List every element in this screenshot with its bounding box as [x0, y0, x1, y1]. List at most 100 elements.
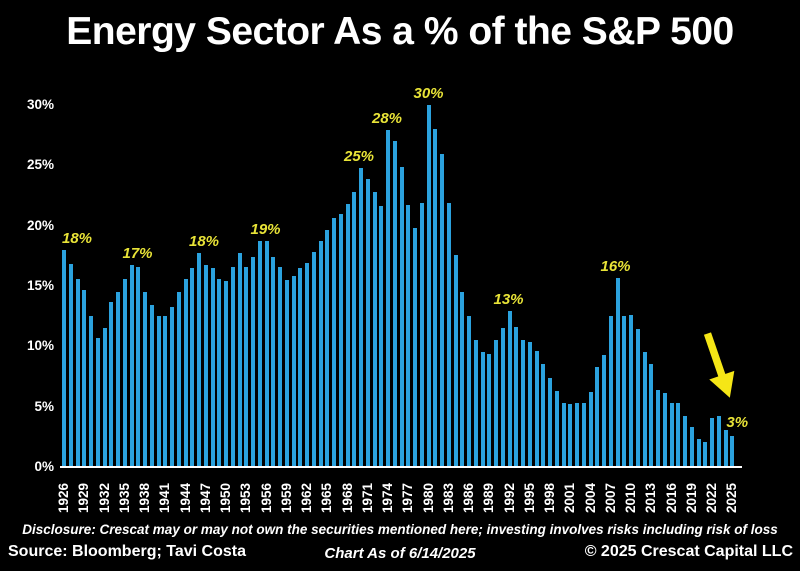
bar-1970 — [359, 167, 363, 467]
bar-1930 — [89, 316, 93, 467]
bar-2016 — [669, 403, 674, 467]
bar-1933 — [109, 301, 114, 467]
bar-1931 — [95, 337, 100, 467]
bar-2020 — [696, 439, 701, 467]
annotation-1974: 28% — [371, 110, 403, 128]
chart-title: Energy Sector As a % of the S&P 500 — [66, 10, 734, 53]
bar-1968 — [345, 203, 350, 467]
bar-1941 — [163, 316, 168, 467]
bar-1948 — [210, 267, 215, 467]
x-axis-label-1980: 1980 — [420, 482, 436, 513]
bar-1971 — [365, 178, 370, 467]
bar-2012 — [642, 352, 647, 467]
source-text: Source: Bloomberg; Tavi Costa — [8, 543, 246, 560]
bar-1963 — [311, 252, 316, 467]
bar-1932 — [102, 328, 107, 467]
down-right-arrow-icon — [692, 332, 748, 416]
bar-1972 — [372, 191, 377, 467]
bar-1975 — [392, 141, 397, 467]
x-axis-label-1941: 1941 — [157, 482, 173, 513]
x-axis-label-2001: 2001 — [562, 482, 578, 513]
x-axis-label-1986: 1986 — [461, 482, 476, 513]
bar-1993 — [514, 327, 519, 467]
x-axis-baseline — [60, 466, 742, 468]
bar-1959 — [284, 279, 289, 467]
x-axis-label-1989: 1989 — [481, 482, 497, 513]
bar-2006 — [602, 354, 606, 467]
annotation-1980: 30% — [413, 84, 444, 102]
y-axis-label-15: 15% — [26, 277, 54, 293]
bar-1996 — [534, 351, 539, 467]
bar-1988 — [480, 352, 485, 467]
bar-1942 — [170, 306, 174, 467]
bar-1980 — [426, 104, 431, 467]
bar-1982 — [440, 154, 444, 467]
bar-1951 — [230, 266, 235, 467]
bar-1929 — [82, 289, 87, 467]
x-axis-label-1950: 1950 — [218, 482, 233, 513]
y-axis-label-5: 5% — [34, 398, 54, 414]
bar-1953 — [244, 266, 249, 467]
bar-1983 — [446, 202, 451, 467]
x-axis-label-2010: 2010 — [623, 482, 638, 513]
x-axis-label-1932: 1932 — [96, 482, 112, 513]
bar-1949 — [217, 278, 222, 467]
bar-1987 — [473, 340, 478, 467]
annotation-1992: 13% — [493, 291, 524, 309]
bar-2019 — [689, 427, 694, 467]
bar-2025 — [730, 435, 735, 467]
x-axis-label-1965: 1965 — [319, 482, 335, 513]
bar-2022 — [710, 417, 714, 467]
x-axis-label-2004: 2004 — [582, 482, 598, 513]
x-axis-label-2016: 2016 — [663, 482, 679, 513]
footer-row: Source: Bloomberg; Tavi Costa Chart As o… — [0, 543, 800, 567]
x-axis-label-1953: 1953 — [238, 482, 254, 513]
x-axis-label-1974: 1974 — [380, 482, 395, 513]
bar-1991 — [500, 328, 505, 467]
bar-2002 — [575, 403, 579, 467]
bar-1935 — [122, 278, 127, 467]
bar-2014 — [656, 389, 660, 467]
bar-1967 — [338, 213, 343, 467]
x-axis-label-1983: 1983 — [440, 482, 456, 513]
bar-1958 — [278, 266, 282, 467]
bar-2024 — [723, 429, 728, 467]
as-of-text: Chart As of 6/14/2025 — [324, 545, 476, 562]
x-axis-label-1962: 1962 — [299, 482, 314, 513]
bar-1995 — [527, 341, 532, 467]
bar-1974 — [386, 130, 390, 467]
x-axis-label-2007: 2007 — [602, 482, 618, 513]
x-axis-label-1938: 1938 — [137, 482, 152, 513]
y-axis-label-20: 20% — [26, 217, 54, 233]
bar-1926 — [62, 249, 66, 467]
bar-1992 — [507, 311, 512, 467]
x-axis-label-2022: 2022 — [704, 482, 719, 513]
bar-1952 — [237, 253, 242, 467]
bar-2003 — [581, 403, 586, 467]
copyright-text: © 2025 Crescat Capital LLC — [584, 543, 793, 560]
bar-1928 — [75, 278, 80, 467]
bar-1981 — [433, 129, 438, 467]
annotation-1970: 25% — [343, 147, 375, 165]
bar-1994 — [521, 340, 525, 467]
bar-1969 — [352, 191, 357, 467]
annotation-2008: 16% — [600, 257, 631, 275]
bar-1990 — [494, 340, 498, 467]
x-axis-label-1929: 1929 — [76, 482, 92, 513]
y-axis-label-0: 0% — [34, 459, 54, 474]
bar-1961 — [298, 267, 303, 467]
x-axis-label-1977: 1977 — [400, 482, 416, 513]
bar-1976 — [399, 166, 404, 467]
bar-1997 — [541, 364, 546, 467]
bar-1979 — [419, 202, 424, 467]
x-axis-label-2025: 2025 — [724, 482, 740, 513]
bar-2021 — [703, 441, 708, 467]
bar-2008 — [615, 277, 620, 467]
annotation-1936: 17% — [122, 245, 153, 263]
bar-2005 — [595, 366, 600, 467]
bar-1939 — [149, 305, 154, 467]
bar-1943 — [176, 292, 181, 467]
x-axis-label-1947: 1947 — [197, 482, 213, 513]
x-axis-label-1944: 1944 — [177, 482, 193, 513]
